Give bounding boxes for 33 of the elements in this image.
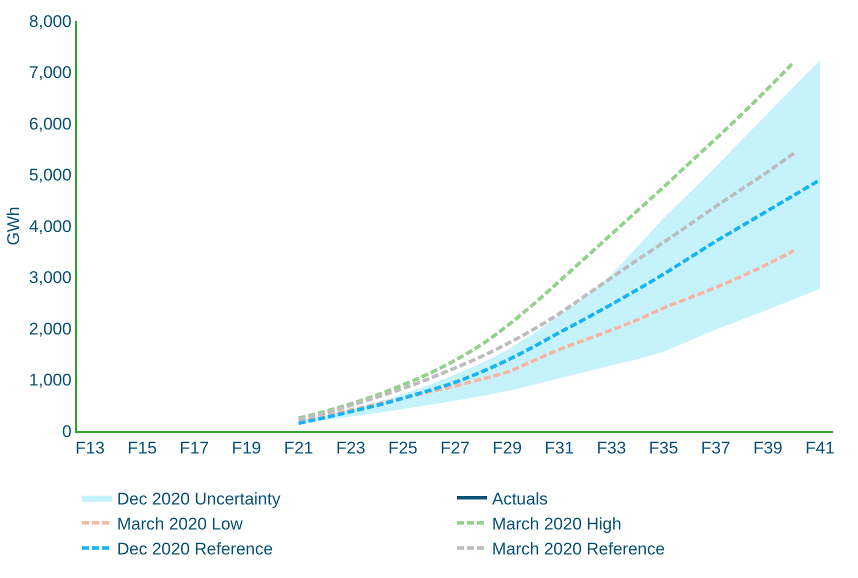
x-tick-label: F37	[701, 438, 730, 458]
y-tick-label: 6,000	[29, 114, 72, 134]
x-tick-label: F19	[232, 438, 262, 458]
x-tick-label: F27	[440, 438, 470, 458]
line-series	[296, 248, 796, 422]
y-tick-label: 7,000	[29, 63, 72, 82]
x-tick-label: F21	[284, 438, 314, 458]
x-tick-label: F15	[128, 438, 157, 458]
x-tick-label: F13	[75, 438, 105, 458]
x-tick-label: F41	[805, 438, 835, 458]
x-tick-label: F25	[388, 438, 418, 458]
legend-label: March 2020 High	[492, 514, 622, 534]
line-series	[296, 151, 796, 422]
legend-label: Actuals	[492, 489, 548, 508]
y-tick-label: 1,000	[29, 370, 72, 390]
x-tick-label: F23	[336, 438, 366, 458]
legend-label: Dec 2020 Reference	[117, 540, 273, 559]
x-tick-label: F31	[544, 438, 574, 458]
y-tick-label: 5,000	[29, 166, 72, 185]
y-tick-label: 0	[62, 422, 72, 441]
x-tick-label: F35	[648, 438, 678, 458]
y-axis-title: GWh	[4, 206, 24, 246]
x-tick-label: F17	[180, 438, 209, 458]
legend-label: Dec 2020 Uncertainty	[117, 489, 281, 508]
y-tick-label: 4,000	[29, 216, 72, 236]
y-tick-label: 3,000	[29, 268, 72, 288]
x-tick-label: F39	[753, 438, 782, 458]
legend-label: March 2020 Reference	[492, 540, 665, 559]
x-tick-label: F33	[596, 438, 626, 458]
y-tick-label: 8,000	[29, 12, 72, 31]
legend-label: March 2020 Low	[117, 514, 244, 534]
y-tick-label: 2,000	[29, 319, 72, 338]
x-tick-label: F29	[492, 438, 522, 458]
